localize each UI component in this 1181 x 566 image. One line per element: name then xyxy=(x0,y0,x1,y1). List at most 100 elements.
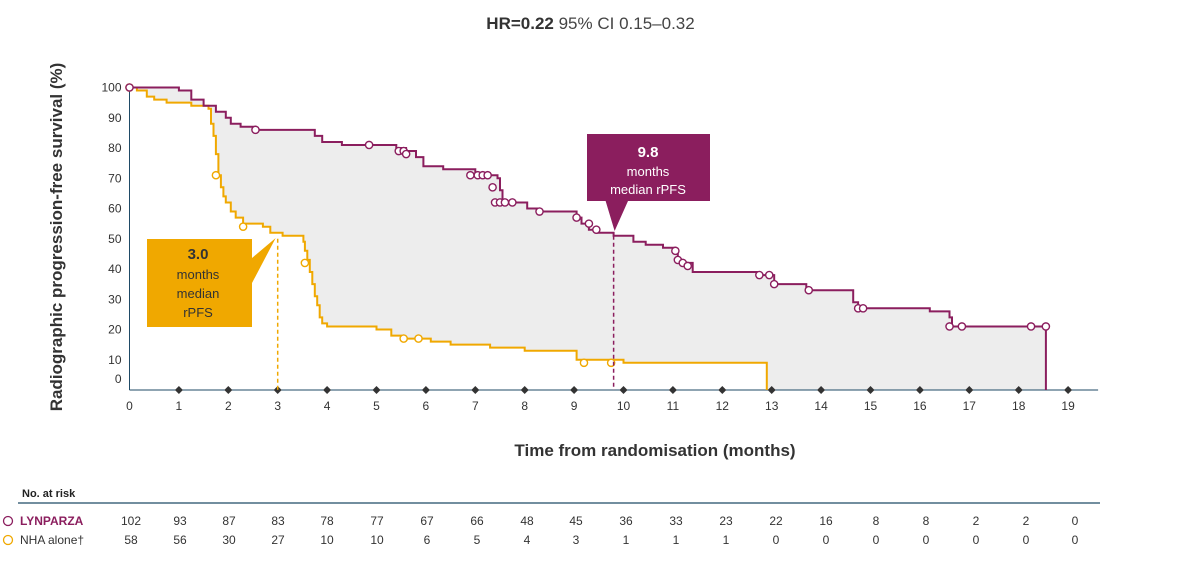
nha-risk-value: 1 xyxy=(673,533,680,547)
y-tick-label-70: 70 xyxy=(108,171,122,185)
lynparza-censor-mark xyxy=(755,270,764,280)
lynparza-risk-value: 36 xyxy=(619,514,633,528)
x-tick-marker-11 xyxy=(668,386,677,394)
x-axis-label: Time from randomisation (months) xyxy=(514,441,795,460)
hazard-ratio-title: HR=0.22 95% CI 0.15–0.32 xyxy=(0,14,1181,34)
lynparza-risk-label: LYNPARZA xyxy=(20,514,84,528)
x-tick-marker-4 xyxy=(323,386,332,394)
lynparza-censor-mark xyxy=(125,83,134,92)
y-tick-label-30: 30 xyxy=(108,292,122,306)
y-tick-label-20: 20 xyxy=(108,323,122,337)
lynparza-risk-value: 33 xyxy=(669,514,683,528)
lynparza-legend-marker xyxy=(2,515,14,527)
lynparza-censor-mark xyxy=(535,207,544,216)
nha-risk-value: 1 xyxy=(623,533,630,547)
lynparza-risk-value: 22 xyxy=(769,514,783,528)
lynparza-censor-mark xyxy=(466,170,475,180)
nha-risk-value: 5 xyxy=(474,533,481,547)
nha-risk-value: 0 xyxy=(873,533,880,547)
lynparza-censor-mark xyxy=(1041,322,1051,331)
nha-risk-value: 1 xyxy=(723,533,730,547)
nha-risk-value: 0 xyxy=(923,533,930,547)
lynparza-censor-mark xyxy=(671,246,680,256)
y-tick-label-50: 50 xyxy=(108,232,122,246)
x-tick-label-13: 13 xyxy=(765,399,779,413)
lynparza-censor-mark xyxy=(592,225,601,234)
lynparza-censor-mark xyxy=(764,270,774,280)
area-between-curves xyxy=(129,87,1046,390)
nha-censor-mark xyxy=(579,358,589,368)
nha-risk-label: NHA alone† xyxy=(20,533,84,547)
x-tick-label-0: 0 xyxy=(126,399,133,413)
y-axis-label: Radiographic progression-free survival (… xyxy=(47,63,66,412)
nha-risk-value: 58 xyxy=(124,533,138,547)
x-tick-label-19: 19 xyxy=(1061,399,1075,413)
nha-median-label: median xyxy=(177,286,220,301)
risk-table-title: No. at risk xyxy=(22,488,76,500)
nha-risk-value: 0 xyxy=(823,533,830,547)
lynparza-censor-mark xyxy=(500,198,510,207)
lynparza-median-label: median rPFS xyxy=(610,182,686,197)
x-tick-label-14: 14 xyxy=(814,399,828,413)
x-tick-label-17: 17 xyxy=(963,399,977,413)
lynparza-censor-mark xyxy=(364,140,374,150)
nha-median-unit: months xyxy=(177,267,220,282)
lynparza-censor-mark xyxy=(508,198,517,207)
x-tick-label-10: 10 xyxy=(617,399,631,413)
x-tick-marker-16 xyxy=(915,386,924,394)
y-tick-label-10: 10 xyxy=(108,353,122,367)
lynparza-median-value: 9.8 xyxy=(638,144,659,161)
nha-risk-value: 10 xyxy=(320,533,334,547)
lynparza-risk-value: 48 xyxy=(520,514,534,528)
lynparza-risk-value: 23 xyxy=(719,514,733,528)
lynparza-censor-mark xyxy=(945,322,954,331)
lynparza-censor-mark xyxy=(251,125,260,135)
nha-risk-value: 56 xyxy=(173,533,187,547)
nha-legend-marker xyxy=(2,534,14,546)
x-tick-label-11: 11 xyxy=(667,399,680,413)
x-tick-marker-14 xyxy=(817,386,826,394)
hazard-ratio-value: HR=0.22 xyxy=(486,14,554,33)
x-tick-label-9: 9 xyxy=(571,399,578,413)
lynparza-risk-value: 2 xyxy=(973,514,980,528)
survival-curves xyxy=(125,83,1051,390)
lynparza-curve xyxy=(129,86,1047,390)
nha-censor-mark xyxy=(414,334,423,343)
x-tick-label-18: 18 xyxy=(1012,399,1026,413)
x-tick-marker-6 xyxy=(421,386,430,394)
nha-risk-value: 0 xyxy=(1072,533,1079,547)
x-tick-marker-1 xyxy=(174,386,183,394)
lynparza-risk-value: 66 xyxy=(470,514,484,528)
x-tick-label-7: 7 xyxy=(472,399,479,413)
y-tick-label-0: 0 xyxy=(115,372,122,386)
nha-risk-value: 27 xyxy=(271,533,285,547)
lynparza-censor-mark xyxy=(488,183,497,192)
lynparza-risk-value: 83 xyxy=(271,514,285,528)
x-tick-label-6: 6 xyxy=(423,399,430,413)
lynparza-censor-mark xyxy=(584,219,594,228)
nha-risk-value: 10 xyxy=(370,533,384,547)
median-callouts: 9.8 months median rPFS 3.0 months median rPFS xyxy=(147,134,710,390)
lynparza-risk-value: 77 xyxy=(370,514,384,528)
nha-risk-value: 6 xyxy=(424,533,431,547)
x-tick-marker-18 xyxy=(1014,386,1023,394)
x-tick-label-5: 5 xyxy=(373,399,380,413)
lynparza-censor-mark xyxy=(483,170,492,180)
shaded-area xyxy=(129,87,1046,390)
x-tick-label-3: 3 xyxy=(274,399,281,413)
y-tick-label-40: 40 xyxy=(108,262,122,276)
x-tick-marker-19 xyxy=(1064,386,1073,394)
nha-risk-value: 4 xyxy=(524,533,531,547)
lynparza-risk-value: 0 xyxy=(1072,514,1079,528)
number-at-risk-table: No. at risk LYNPARZA 102 93 87 83 78 77 67 66 48 4… xyxy=(2,488,1100,547)
y-tick-label-80: 80 xyxy=(108,141,122,155)
lynparza-risk-value: 8 xyxy=(923,514,930,528)
nha-risk-value: 0 xyxy=(773,533,780,547)
nha-median-callout xyxy=(147,238,276,327)
lynparza-censor-mark xyxy=(683,261,693,271)
x-tick-marker-13 xyxy=(767,386,776,394)
y-tick-label-60: 60 xyxy=(108,202,122,216)
lynparza-risk-value: 78 xyxy=(320,514,334,528)
x-tick-marker-17 xyxy=(965,386,974,394)
x-tick-marker-7 xyxy=(471,386,480,394)
